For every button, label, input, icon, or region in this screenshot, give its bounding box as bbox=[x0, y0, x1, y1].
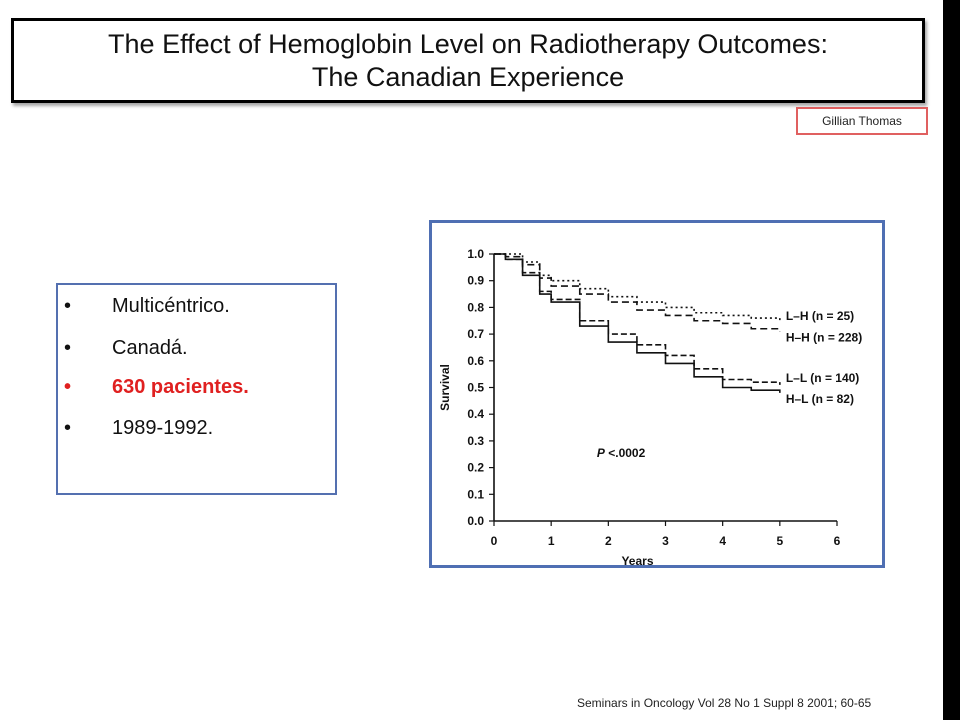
bullet-text: Multicéntrico. bbox=[112, 295, 230, 317]
title-line-2: The Canadian Experience bbox=[311, 61, 625, 92]
x-tick-label: 4 bbox=[719, 534, 726, 548]
y-tick-label: 0.4 bbox=[467, 407, 484, 421]
bullet-text: Canadá. bbox=[112, 337, 188, 359]
y-tick-label: 0.6 bbox=[467, 354, 484, 368]
series-label: L–H (n = 25) bbox=[786, 309, 854, 323]
x-tick-label: 1 bbox=[548, 534, 555, 548]
chart-canvas: 0 1 2 3 4 5 6 0.0 0.1 0.2 0.3 0.4 0.5 0.6 0.7 0.8 0.9 1.0… bbox=[438, 247, 862, 565]
bullet-text: 630 pacientes. bbox=[112, 376, 249, 398]
x-tick-label: 3 bbox=[662, 534, 669, 548]
y-tick-label: 0.9 bbox=[467, 274, 484, 288]
x-axis-title: Years bbox=[621, 554, 653, 565]
series-label: H–H (n = 228) bbox=[786, 330, 862, 344]
survival-chart: 0 1 2 3 4 5 6 0.0 0.1 0.2 0.3 0.4 0.5 0.6 0.7 0.8 0.9 1.0… bbox=[429, 220, 885, 568]
bullet-text: 1989-1992. bbox=[112, 417, 214, 439]
bullet-box: • Multicéntrico. • Canadá. • 630 pacient… bbox=[56, 283, 337, 495]
author-name: Gillian Thomas bbox=[822, 114, 902, 128]
y-tick-label: 0.5 bbox=[467, 381, 484, 395]
citation-footer: Seminars in Oncology Vol 28 No 1 Suppl 8… bbox=[577, 696, 872, 710]
x-tick-label: 6 bbox=[834, 534, 841, 548]
series-label: H–L (n = 82) bbox=[786, 392, 854, 406]
right-edge-bar bbox=[943, 0, 960, 720]
p-value-annotation: P <.0002 bbox=[597, 446, 646, 460]
x-tick-label: 5 bbox=[776, 534, 783, 548]
y-tick-label: 0.8 bbox=[467, 300, 484, 314]
y-tick-label: 0.0 bbox=[467, 514, 484, 528]
series-line bbox=[494, 253, 781, 332]
x-tick-label: 2 bbox=[605, 534, 612, 548]
x-tick-label: 0 bbox=[491, 534, 498, 548]
author-label: Gillian Thomas bbox=[796, 107, 928, 135]
y-tick-label: 0.7 bbox=[467, 327, 484, 341]
y-axis-title: Survival bbox=[438, 364, 452, 411]
y-tick-label: 1.0 bbox=[467, 247, 484, 261]
series-line bbox=[494, 253, 781, 385]
y-tick-label: 0.2 bbox=[467, 461, 484, 475]
series-line bbox=[494, 253, 781, 321]
bullet-marker: • bbox=[64, 337, 72, 359]
series-label: L–L (n = 140) bbox=[786, 371, 859, 385]
y-tick-label: 0.1 bbox=[467, 487, 484, 501]
bullet-marker: • bbox=[64, 295, 72, 317]
bullet-marker: • bbox=[64, 376, 72, 398]
title-line-1: The Effect of Hemoglobin Level on Radiot… bbox=[108, 28, 828, 59]
y-tick-label: 0.3 bbox=[467, 434, 484, 448]
series-line bbox=[494, 253, 781, 393]
slide-title: The Effect of Hemoglobin Level on Radiot… bbox=[11, 18, 925, 103]
bullet-marker: • bbox=[64, 417, 72, 439]
